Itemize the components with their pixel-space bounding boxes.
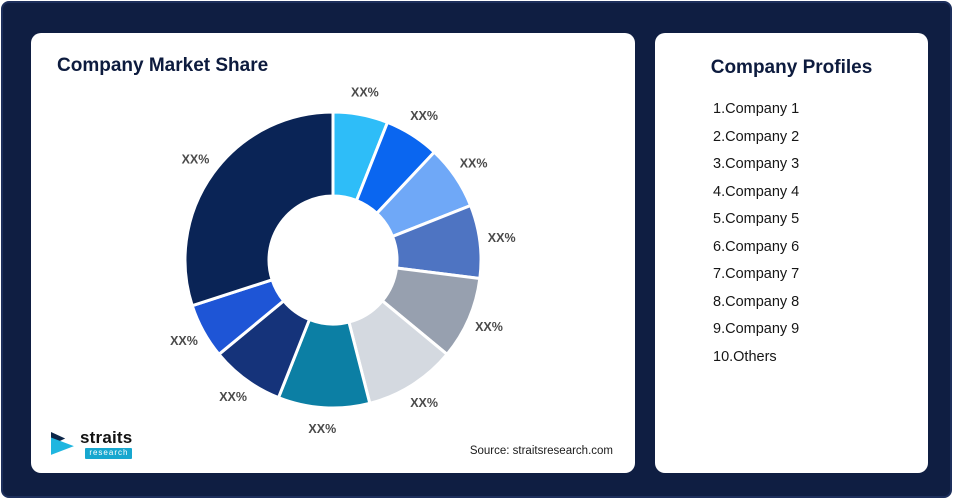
segment-label: XX% [460, 157, 488, 171]
donut-chart: XX% XX% XX% XX% XX% XX% XX% XX% XX% XX% [170, 85, 516, 436]
chart-title: Company Market Share [57, 55, 269, 76]
segment-label: XX% [410, 396, 438, 410]
company-list-item: 8.Company 8 [713, 293, 800, 310]
company-list-item: 7.Company 7 [713, 266, 800, 282]
company-list-item: 3.Company 3 [713, 156, 800, 172]
straits-research-logo: straits research [51, 428, 133, 459]
company-list: 1.Company 1 2.Company 2 3.Company 3 4.Compa… [655, 101, 928, 365]
company-list-item: 1.Company 1 [713, 101, 800, 117]
segment-label: XX% [170, 334, 198, 348]
donut-chart-area: XX% XX% XX% XX% XX% XX% XX% XX% XX% XX% [31, 77, 635, 467]
segment-label: XX% [351, 85, 379, 99]
company-list-item: 5.Company 5 [713, 211, 800, 227]
logo-arrow-icon [51, 432, 74, 455]
segment-label: XX% [410, 109, 438, 123]
company-list-item: 4.Company 4 [713, 183, 800, 200]
company-list-item: 9.Company 9 [713, 321, 800, 337]
source-attribution: Source: straitsresearch.com [469, 445, 613, 457]
logo-text: straits research [80, 428, 133, 459]
profiles-title: Company Profiles [710, 57, 873, 78]
company-profiles-card: Company Profiles 1.Company 1 2.Company 2 3… [655, 33, 928, 473]
segment-label: XX% [308, 422, 336, 436]
market-share-card: Company Market Share XX% XX% XX% XX% XX% XX% X… [31, 33, 635, 473]
logo-subtitle: research [85, 448, 133, 459]
segment-label: XX% [475, 320, 503, 334]
segment-label: XX% [488, 231, 516, 245]
segment-label: XX% [182, 152, 210, 166]
segment-label: XX% [219, 390, 247, 404]
company-list-item: 2.Company 2 [713, 128, 800, 145]
logo-name: straits [80, 428, 133, 447]
donut-segment-10 [183, 110, 335, 308]
company-list-item: 6.Company 6 [713, 238, 800, 255]
company-list-item: 10.Others [713, 348, 777, 365]
